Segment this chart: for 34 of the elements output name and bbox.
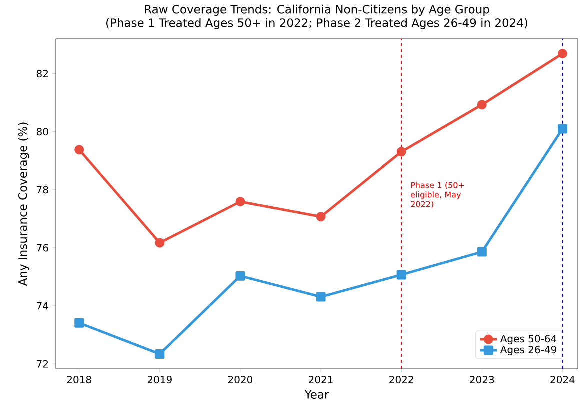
y-tick-label: 78 xyxy=(37,186,48,194)
x-axis-title: Year xyxy=(304,390,330,399)
x-tick-label: 2022 xyxy=(390,376,414,384)
chart-subtitle: (Phase 1 Treated Ages 50+ in 2022; Phase 2 Treated Ages 26-49 in 2024) xyxy=(106,18,528,30)
point xyxy=(396,270,406,280)
point xyxy=(236,271,246,281)
y-tick-label: 76 xyxy=(37,244,48,252)
point xyxy=(558,49,568,59)
y-tick-label: 82 xyxy=(36,70,48,78)
point xyxy=(396,147,406,157)
point xyxy=(74,318,84,328)
point xyxy=(316,292,326,302)
point xyxy=(236,197,246,207)
x-tick-label: 2024 xyxy=(550,376,575,384)
x-tick-label: 2021 xyxy=(309,376,333,384)
y-tick-label: 80 xyxy=(36,128,48,136)
ref-line-label: Phase 1 (50+ eligible, May 2022) xyxy=(411,182,464,208)
point xyxy=(155,349,165,359)
y-axis-title: Any Insurance Coverage (%) xyxy=(18,122,30,286)
x-tick-label: 2018 xyxy=(67,376,92,384)
point xyxy=(74,145,84,155)
y-tick-label: 72 xyxy=(37,360,48,368)
point xyxy=(477,247,487,257)
point xyxy=(316,212,326,222)
y-tick-label: 74 xyxy=(37,302,48,310)
point xyxy=(477,100,487,110)
point xyxy=(558,124,568,134)
x-tick-label: 2020 xyxy=(228,376,253,384)
point xyxy=(155,238,165,248)
x-tick-label: 2019 xyxy=(148,376,172,384)
x-tick-label: 2023 xyxy=(470,376,494,384)
legend-label: Ages 26-49 xyxy=(500,346,556,356)
legend-label: Ages 50-64 xyxy=(500,335,557,345)
chart-title: Raw Coverage Trends: California Non-Citizens by Age Group xyxy=(145,4,490,16)
